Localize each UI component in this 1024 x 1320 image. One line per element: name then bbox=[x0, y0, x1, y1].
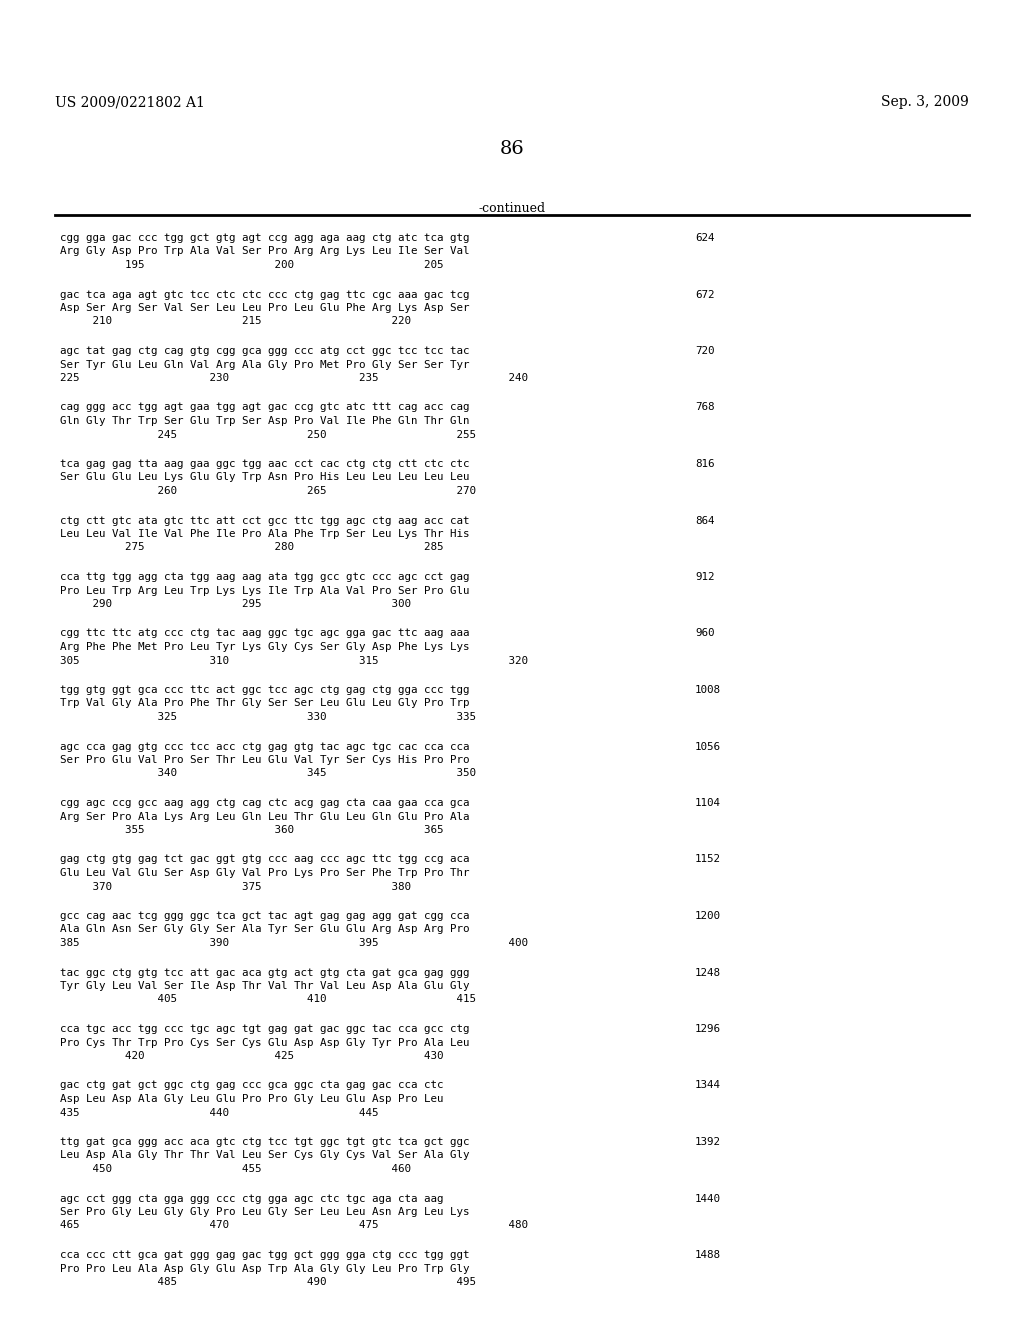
Text: agc cct ggg cta gga ggg ccc ctg gga agc ctc tgc aga cta aag: agc cct ggg cta gga ggg ccc ctg gga agc … bbox=[60, 1193, 443, 1204]
Text: Leu Asp Ala Gly Thr Thr Val Leu Ser Cys Gly Cys Val Ser Ala Gly: Leu Asp Ala Gly Thr Thr Val Leu Ser Cys … bbox=[60, 1151, 469, 1160]
Text: 485                    490                    495: 485 490 495 bbox=[60, 1276, 476, 1287]
Text: 325                    330                    335: 325 330 335 bbox=[60, 711, 476, 722]
Text: 86: 86 bbox=[500, 140, 524, 158]
Text: 355                    360                    365: 355 360 365 bbox=[60, 825, 443, 836]
Text: 225                    230                    235                    240: 225 230 235 240 bbox=[60, 374, 528, 383]
Text: Asp Leu Asp Ala Gly Leu Glu Pro Pro Gly Leu Glu Asp Pro Leu: Asp Leu Asp Ala Gly Leu Glu Pro Pro Gly … bbox=[60, 1094, 443, 1104]
Text: 720: 720 bbox=[695, 346, 715, 356]
Text: Pro Leu Trp Arg Leu Trp Lys Lys Ile Trp Ala Val Pro Ser Pro Glu: Pro Leu Trp Arg Leu Trp Lys Lys Ile Trp … bbox=[60, 586, 469, 595]
Text: 1488: 1488 bbox=[695, 1250, 721, 1261]
Text: gag ctg gtg gag tct gac ggt gtg ccc aag ccc agc ttc tgg ccg aca: gag ctg gtg gag tct gac ggt gtg ccc aag … bbox=[60, 854, 469, 865]
Text: Leu Leu Val Ile Val Phe Ile Pro Ala Phe Trp Ser Leu Lys Thr His: Leu Leu Val Ile Val Phe Ile Pro Ala Phe … bbox=[60, 529, 469, 539]
Text: 245                    250                    255: 245 250 255 bbox=[60, 429, 476, 440]
Text: Arg Gly Asp Pro Trp Ala Val Ser Pro Arg Arg Lys Leu Ile Ser Val: Arg Gly Asp Pro Trp Ala Val Ser Pro Arg … bbox=[60, 247, 469, 256]
Text: 260                    265                    270: 260 265 270 bbox=[60, 486, 476, 496]
Text: 1344: 1344 bbox=[695, 1081, 721, 1090]
Text: ctg ctt gtc ata gtc ttc att cct gcc ttc tgg agc ctg aag acc cat: ctg ctt gtc ata gtc ttc att cct gcc ttc … bbox=[60, 516, 469, 525]
Text: Trp Val Gly Ala Pro Phe Thr Gly Ser Ser Leu Glu Leu Gly Pro Trp: Trp Val Gly Ala Pro Phe Thr Gly Ser Ser … bbox=[60, 698, 469, 709]
Text: 1248: 1248 bbox=[695, 968, 721, 978]
Text: 340                    345                    350: 340 345 350 bbox=[60, 768, 476, 779]
Text: cgg agc ccg gcc aag agg ctg cag ctc acg gag cta caa gaa cca gca: cgg agc ccg gcc aag agg ctg cag ctc acg … bbox=[60, 799, 469, 808]
Text: Ser Pro Glu Val Pro Ser Thr Leu Glu Val Tyr Ser Cys His Pro Pro: Ser Pro Glu Val Pro Ser Thr Leu Glu Val … bbox=[60, 755, 469, 766]
Text: 816: 816 bbox=[695, 459, 715, 469]
Text: Pro Cys Thr Trp Pro Cys Ser Cys Glu Asp Asp Gly Tyr Pro Ala Leu: Pro Cys Thr Trp Pro Cys Ser Cys Glu Asp … bbox=[60, 1038, 469, 1048]
Text: gac tca aga agt gtc tcc ctc ctc ccc ctg gag ttc cgc aaa gac tcg: gac tca aga agt gtc tcc ctc ctc ccc ctg … bbox=[60, 289, 469, 300]
Text: 210                    215                    220: 210 215 220 bbox=[60, 317, 411, 326]
Text: 1008: 1008 bbox=[695, 685, 721, 696]
Text: ttg gat gca ggg acc aca gtc ctg tcc tgt ggc tgt gtc tca gct ggc: ttg gat gca ggg acc aca gtc ctg tcc tgt … bbox=[60, 1137, 469, 1147]
Text: Pro Pro Leu Ala Asp Gly Glu Asp Trp Ala Gly Gly Leu Pro Trp Gly: Pro Pro Leu Ala Asp Gly Glu Asp Trp Ala … bbox=[60, 1263, 469, 1274]
Text: Arg Ser Pro Ala Lys Arg Leu Gln Leu Thr Glu Leu Gln Glu Pro Ala: Arg Ser Pro Ala Lys Arg Leu Gln Leu Thr … bbox=[60, 812, 469, 821]
Text: Asp Ser Arg Ser Val Ser Leu Leu Pro Leu Glu Phe Arg Lys Asp Ser: Asp Ser Arg Ser Val Ser Leu Leu Pro Leu … bbox=[60, 304, 469, 313]
Text: 1056: 1056 bbox=[695, 742, 721, 751]
Text: agc cca gag gtg ccc tcc acc ctg gag gtg tac agc tgc cac cca cca: agc cca gag gtg ccc tcc acc ctg gag gtg … bbox=[60, 742, 469, 751]
Text: 624: 624 bbox=[695, 234, 715, 243]
Text: cgg ttc ttc atg ccc ctg tac aag ggc tgc agc gga gac ttc aag aaa: cgg ttc ttc atg ccc ctg tac aag ggc tgc … bbox=[60, 628, 469, 639]
Text: 305                    310                    315                    320: 305 310 315 320 bbox=[60, 656, 528, 665]
Text: cca ttg tgg agg cta tgg aag aag ata tgg gcc gtc ccc agc cct gag: cca ttg tgg agg cta tgg aag aag ata tgg … bbox=[60, 572, 469, 582]
Text: 912: 912 bbox=[695, 572, 715, 582]
Text: 465                    470                    475                    480: 465 470 475 480 bbox=[60, 1221, 528, 1230]
Text: Glu Leu Val Glu Ser Asp Gly Val Pro Lys Pro Ser Phe Trp Pro Thr: Glu Leu Val Glu Ser Asp Gly Val Pro Lys … bbox=[60, 869, 469, 878]
Text: tgg gtg ggt gca ccc ttc act ggc tcc agc ctg gag ctg gga ccc tgg: tgg gtg ggt gca ccc ttc act ggc tcc agc … bbox=[60, 685, 469, 696]
Text: gac ctg gat gct ggc ctg gag ccc gca ggc cta gag gac cca ctc: gac ctg gat gct ggc ctg gag ccc gca ggc … bbox=[60, 1081, 443, 1090]
Text: 768: 768 bbox=[695, 403, 715, 412]
Text: 1296: 1296 bbox=[695, 1024, 721, 1034]
Text: 420                    425                    430: 420 425 430 bbox=[60, 1051, 443, 1061]
Text: cag ggg acc tgg agt gaa tgg agt gac ccg gtc atc ttt cag acc cag: cag ggg acc tgg agt gaa tgg agt gac ccg … bbox=[60, 403, 469, 412]
Text: Tyr Gly Leu Val Ser Ile Asp Thr Val Thr Val Leu Asp Ala Glu Gly: Tyr Gly Leu Val Ser Ile Asp Thr Val Thr … bbox=[60, 981, 469, 991]
Text: 1104: 1104 bbox=[695, 799, 721, 808]
Text: 1152: 1152 bbox=[695, 854, 721, 865]
Text: US 2009/0221802 A1: US 2009/0221802 A1 bbox=[55, 95, 205, 110]
Text: Ser Pro Gly Leu Gly Gly Pro Leu Gly Ser Leu Leu Asn Arg Leu Lys: Ser Pro Gly Leu Gly Gly Pro Leu Gly Ser … bbox=[60, 1206, 469, 1217]
Text: 370                    375                    380: 370 375 380 bbox=[60, 882, 411, 891]
Text: 1392: 1392 bbox=[695, 1137, 721, 1147]
Text: Ser Tyr Glu Leu Gln Val Arg Ala Gly Pro Met Pro Gly Ser Ser Tyr: Ser Tyr Glu Leu Gln Val Arg Ala Gly Pro … bbox=[60, 359, 469, 370]
Text: 195                    200                    205: 195 200 205 bbox=[60, 260, 443, 271]
Text: agc tat gag ctg cag gtg cgg gca ggg ccc atg cct ggc tcc tcc tac: agc tat gag ctg cag gtg cgg gca ggg ccc … bbox=[60, 346, 469, 356]
Text: tca gag gag tta aag gaa ggc tgg aac cct cac ctg ctg ctt ctc ctc: tca gag gag tta aag gaa ggc tgg aac cct … bbox=[60, 459, 469, 469]
Text: 435                    440                    445: 435 440 445 bbox=[60, 1107, 379, 1118]
Text: 864: 864 bbox=[695, 516, 715, 525]
Text: 385                    390                    395                    400: 385 390 395 400 bbox=[60, 939, 528, 948]
Text: cca ccc ctt gca gat ggg gag gac tgg gct ggg gga ctg ccc tgg ggt: cca ccc ctt gca gat ggg gag gac tgg gct … bbox=[60, 1250, 469, 1261]
Text: Ala Gln Asn Ser Gly Gly Ser Ala Tyr Ser Glu Glu Arg Asp Arg Pro: Ala Gln Asn Ser Gly Gly Ser Ala Tyr Ser … bbox=[60, 924, 469, 935]
Text: 672: 672 bbox=[695, 289, 715, 300]
Text: Sep. 3, 2009: Sep. 3, 2009 bbox=[882, 95, 969, 110]
Text: 450                    455                    460: 450 455 460 bbox=[60, 1164, 411, 1173]
Text: cgg gga gac ccc tgg gct gtg agt ccg agg aga aag ctg atc tca gtg: cgg gga gac ccc tgg gct gtg agt ccg agg … bbox=[60, 234, 469, 243]
Text: -continued: -continued bbox=[478, 202, 546, 215]
Text: 275                    280                    285: 275 280 285 bbox=[60, 543, 443, 553]
Text: 960: 960 bbox=[695, 628, 715, 639]
Text: Ser Glu Glu Leu Lys Glu Gly Trp Asn Pro His Leu Leu Leu Leu Leu: Ser Glu Glu Leu Lys Glu Gly Trp Asn Pro … bbox=[60, 473, 469, 483]
Text: tac ggc ctg gtg tcc att gac aca gtg act gtg cta gat gca gag ggg: tac ggc ctg gtg tcc att gac aca gtg act … bbox=[60, 968, 469, 978]
Text: 290                    295                    300: 290 295 300 bbox=[60, 599, 411, 609]
Text: 405                    410                    415: 405 410 415 bbox=[60, 994, 476, 1005]
Text: gcc cag aac tcg ggg ggc tca gct tac agt gag gag agg gat cgg cca: gcc cag aac tcg ggg ggc tca gct tac agt … bbox=[60, 911, 469, 921]
Text: cca tgc acc tgg ccc tgc agc tgt gag gat gac ggc tac cca gcc ctg: cca tgc acc tgg ccc tgc agc tgt gag gat … bbox=[60, 1024, 469, 1034]
Text: 1440: 1440 bbox=[695, 1193, 721, 1204]
Text: 1200: 1200 bbox=[695, 911, 721, 921]
Text: Arg Phe Phe Met Pro Leu Tyr Lys Gly Cys Ser Gly Asp Phe Lys Lys: Arg Phe Phe Met Pro Leu Tyr Lys Gly Cys … bbox=[60, 642, 469, 652]
Text: Gln Gly Thr Trp Ser Glu Trp Ser Asp Pro Val Ile Phe Gln Thr Gln: Gln Gly Thr Trp Ser Glu Trp Ser Asp Pro … bbox=[60, 416, 469, 426]
